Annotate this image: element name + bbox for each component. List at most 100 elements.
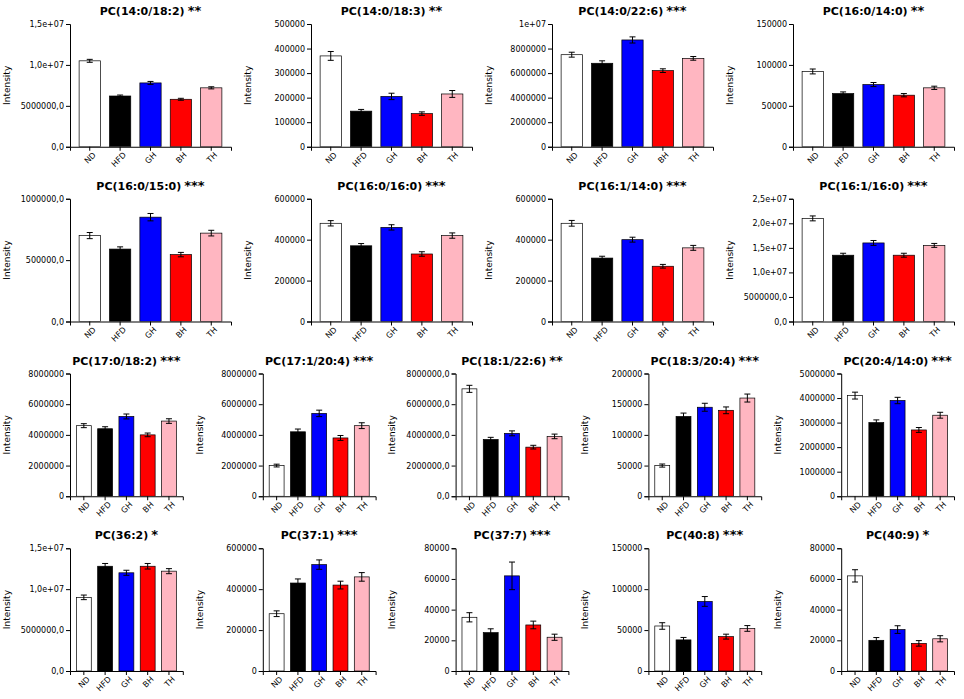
panel: 0,05000000,01,0e+071,5e+07NDHFDGHBHTHInt… — [2, 527, 184, 693]
x-axis: NDHFDGHBHTH — [71, 671, 184, 693]
x-tick-mark — [330, 322, 331, 326]
error-bar — [840, 253, 846, 257]
error-bar — [123, 414, 129, 419]
x-tick-mark — [512, 496, 513, 500]
bar — [505, 433, 520, 496]
bar — [697, 601, 712, 671]
y-tick-label: 3000000 — [800, 419, 836, 428]
y-axis: 02000000400000060000008000000 — [221, 370, 263, 502]
y-tick-label: 1,0e+07 — [29, 61, 64, 70]
significance: *** — [353, 353, 374, 368]
x-axis-line — [312, 322, 473, 326]
x-tick-label: BH — [141, 500, 156, 515]
x-axis-line — [263, 672, 376, 676]
x-tick-mark — [150, 322, 151, 326]
y-tick-label: 0 — [59, 492, 64, 501]
x-tick-label: HFD — [110, 151, 128, 169]
x-tick-label: ND — [848, 675, 863, 690]
y-tick-label: 8000000 — [510, 45, 546, 54]
x-tick-mark — [180, 322, 181, 326]
x-tick-mark — [571, 147, 572, 151]
x-tick-label: BH — [897, 325, 912, 340]
y-tick: 4000000 — [510, 94, 552, 103]
x-tick: ND — [270, 496, 285, 515]
bar — [320, 223, 341, 321]
error-bar — [852, 392, 858, 399]
x-tick: TH — [686, 147, 701, 166]
bar — [676, 416, 691, 496]
y-tick-mark — [789, 223, 793, 224]
x-tick-mark — [361, 671, 362, 675]
y-tick-label: 6000000 — [28, 400, 64, 409]
bar — [802, 218, 823, 321]
y-tick: 0 — [252, 667, 263, 676]
x-axis-line — [71, 497, 184, 501]
error-bar — [630, 237, 636, 242]
x-tick-label: HFD — [592, 151, 610, 169]
bar — [561, 55, 582, 147]
error-bar — [328, 221, 334, 226]
y-tick-mark — [548, 281, 552, 282]
error-bar — [274, 464, 280, 467]
y-tick-mark — [789, 106, 793, 107]
y-tick-label: 80000 — [810, 544, 835, 553]
x-tick-label: HFD — [673, 675, 691, 693]
x-tick: ND — [462, 671, 477, 690]
x-tick-mark — [855, 496, 856, 500]
x-axis-line — [456, 672, 569, 676]
y-tick: 500000,0 — [26, 256, 70, 265]
y-tick-mark — [259, 374, 263, 375]
y-tick: 100000 — [756, 61, 793, 70]
x-tick: ND — [848, 671, 863, 690]
y-tick-mark — [837, 671, 841, 672]
error-bar — [599, 61, 605, 66]
y-tick-mark — [548, 98, 552, 99]
y-axis: 050000100000150000 — [612, 544, 649, 676]
error-bar — [702, 403, 708, 411]
bar — [462, 617, 477, 671]
x-tick-label: HFD — [833, 151, 851, 169]
error-bar — [681, 413, 687, 420]
error-bar — [148, 81, 154, 84]
x-tick: HFD — [833, 147, 851, 169]
x-tick-label: ND — [77, 500, 92, 515]
y-tick: 2000000 — [800, 443, 842, 452]
x-tick: TH — [927, 322, 942, 341]
y-tick-mark — [789, 297, 793, 298]
x-tick-mark — [704, 496, 705, 500]
title-text: PC(16:0/15:0) — [96, 180, 181, 193]
bar — [162, 571, 177, 671]
x-tick: ND — [324, 147, 339, 166]
x-tick-mark — [297, 496, 298, 500]
x-tick: TH — [162, 671, 177, 690]
error-bar — [166, 569, 172, 574]
y-tick-mark — [452, 610, 456, 611]
error-bar — [123, 570, 129, 575]
y-axis-title: Intensity — [484, 65, 494, 105]
y-tick-label: 400000 — [274, 236, 305, 245]
y-tick: 0,0 — [51, 318, 70, 327]
y-tick-label: 200000 — [274, 277, 305, 286]
y-tick: 4000000 — [28, 431, 70, 440]
y-tick-label: 50000 — [617, 626, 642, 635]
y-tick-label: 1e+07 — [519, 20, 546, 29]
x-tick-label: ND — [806, 325, 821, 340]
x-tick-label: HFD — [110, 325, 128, 343]
y-tick: 1,0e+07 — [29, 585, 70, 594]
y-tick: 1e+07 — [519, 20, 552, 29]
panel-title: PC(14:0/18:3)** — [341, 3, 443, 18]
bar — [848, 576, 863, 671]
panel-title: PC(17:0/18:2)*** — [72, 353, 181, 368]
x-tick-mark — [602, 322, 603, 326]
y-tick-label: 400000 — [515, 236, 546, 245]
y-axis-line — [66, 374, 71, 497]
x-tick: TH — [933, 671, 948, 690]
y-tick-label: 2,0e+07 — [752, 219, 787, 228]
y-tick-label: 1,0e+07 — [29, 585, 64, 594]
y-axis-title: Intensity — [580, 415, 590, 455]
y-tick-mark — [452, 548, 456, 549]
x-tick: GH — [505, 496, 520, 515]
y-axis-line — [837, 374, 842, 497]
bar — [290, 432, 305, 496]
x-tick: GH — [384, 322, 399, 341]
